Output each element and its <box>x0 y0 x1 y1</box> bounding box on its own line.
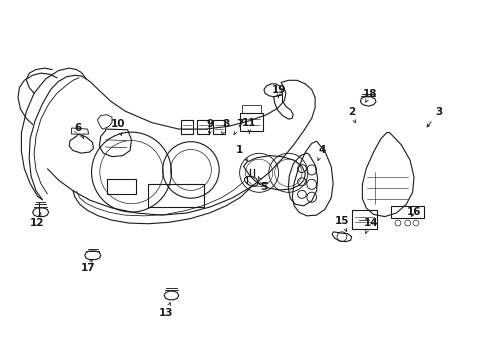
Text: 16: 16 <box>406 207 420 217</box>
Text: 18: 18 <box>362 89 377 102</box>
Text: 4: 4 <box>317 144 325 161</box>
Text: 19: 19 <box>271 85 285 98</box>
Text: 14: 14 <box>363 218 378 233</box>
Text: 6: 6 <box>74 123 83 138</box>
Text: 8: 8 <box>221 120 229 135</box>
Text: 15: 15 <box>334 216 348 231</box>
Text: 3: 3 <box>426 107 442 127</box>
Text: 11: 11 <box>242 118 256 133</box>
Text: 2: 2 <box>347 107 355 123</box>
Text: 1: 1 <box>236 144 247 161</box>
Text: 9: 9 <box>206 120 214 135</box>
Text: 5: 5 <box>258 177 267 192</box>
Text: 13: 13 <box>159 302 173 318</box>
Text: 17: 17 <box>80 260 95 273</box>
Text: 10: 10 <box>110 120 125 135</box>
Text: 7: 7 <box>234 120 243 135</box>
Text: 12: 12 <box>30 212 44 228</box>
